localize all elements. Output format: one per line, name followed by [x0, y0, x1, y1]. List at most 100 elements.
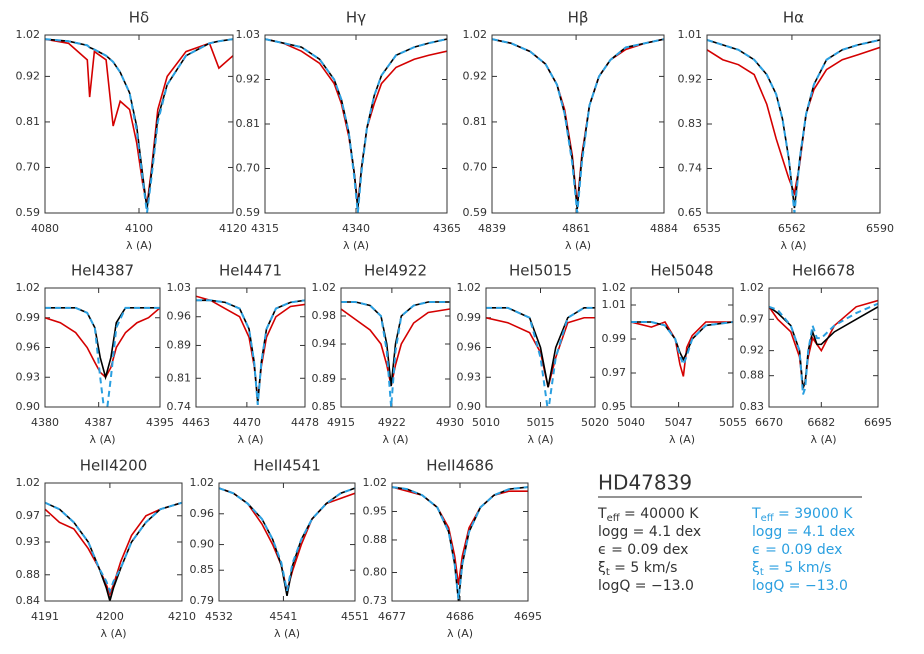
y-tick-label: 0.84	[16, 594, 41, 607]
x-tick-label: 4686	[446, 610, 474, 623]
parameter-line: ϵ = 0.09 dex	[598, 542, 688, 558]
x-tick-label: 6682	[807, 416, 835, 429]
x-tick-label: 4695	[514, 610, 542, 623]
parameter-value: = 5 km/s	[764, 560, 832, 576]
x-axis-label: λ (A)	[274, 627, 300, 640]
y-tick-label: 0.81	[16, 115, 41, 128]
y-tick-label: 0.94	[312, 337, 337, 350]
y-tick-label: 0.99	[16, 311, 41, 324]
x-tick-label: 4922	[378, 416, 406, 429]
y-tick-label: 1.01	[602, 298, 627, 311]
x-tick-label: 4210	[168, 610, 196, 623]
panel: HeI4387 λ (A) 4380 4387 4395 0.90 0.93 0.96 0.99…	[16, 262, 175, 447]
plot-frame	[491, 34, 665, 214]
panel: HeI5015 λ (A) 5010 5015 5020 0.90 0.93 0.96 0.99…	[457, 262, 610, 447]
parameter-line: Teff = 39000 K	[751, 506, 853, 524]
parameter-symbol: T	[751, 506, 761, 522]
y-tick-label: 0.92	[740, 344, 765, 357]
x-axis-label: λ (A)	[669, 433, 695, 446]
y-tick-label: 0.85	[190, 563, 215, 576]
spectrum-line	[486, 316, 595, 388]
x-tick-label: 4395	[146, 416, 174, 429]
spectrum-line	[45, 501, 182, 597]
spectrum-line	[769, 302, 878, 395]
spectrum-line	[45, 306, 160, 407]
x-tick-label: 5047	[665, 416, 693, 429]
parameter-subscript: eff	[607, 513, 621, 524]
y-tick-label: 0.99	[602, 332, 627, 345]
y-tick-label: 0.92	[678, 73, 703, 86]
spectrum-line	[486, 306, 595, 407]
spectrum-line	[492, 38, 664, 205]
parameter-value: = 40000 K	[620, 506, 700, 522]
y-tick-label: 0.96	[190, 507, 215, 520]
x-axis-label: λ (A)	[780, 239, 806, 252]
parameter-line: ξt = 5 km/s	[598, 560, 677, 578]
x-tick-label: 4120	[219, 222, 247, 235]
y-tick-label: 0.96	[16, 341, 41, 354]
parameter-line: logg = 4.1 dex	[598, 524, 701, 540]
parameter-value: = 39000 K	[774, 506, 854, 522]
x-axis-label: λ (A)	[343, 239, 369, 252]
y-tick-label: 1.02	[363, 476, 388, 489]
y-tick-label: 0.59	[463, 206, 488, 219]
x-tick-label: 4861	[562, 222, 590, 235]
x-tick-label: 6562	[778, 222, 806, 235]
x-tick-label: 4100	[125, 222, 153, 235]
x-tick-label: 4884	[650, 222, 678, 235]
y-tick-label: 0.90	[190, 538, 215, 551]
y-tick-label: 0.99	[457, 311, 482, 324]
parameter-subscript: t	[760, 567, 764, 578]
spectrum-line	[265, 38, 447, 205]
x-tick-label: 4532	[205, 610, 233, 623]
spectrum-line	[492, 38, 664, 213]
y-tick-label: 0.93	[16, 535, 41, 548]
y-tick-label: 1.02	[16, 28, 41, 41]
panel: HeI4471 λ (A) 4463 4470 4478 0.74 0.81 0.89 0.96…	[167, 262, 320, 447]
parameter-line: ϵ = 0.09 dex	[752, 542, 842, 558]
parameter-symbol: ξ	[752, 560, 760, 576]
y-tick-label: 1.02	[16, 476, 41, 489]
y-tick-label: 0.89	[167, 338, 192, 351]
y-tick-label: 0.95	[602, 400, 627, 413]
spectrum-line	[341, 301, 450, 407]
y-tick-label: 0.98	[312, 309, 337, 322]
x-tick-label: 4200	[96, 610, 124, 623]
parameter-line: logQ = −13.0	[752, 578, 848, 594]
x-tick-label: 4541	[269, 610, 297, 623]
parameter-line: Teff = 40000 K	[597, 506, 699, 524]
parameter-line: logg = 4.1 dex	[752, 524, 855, 540]
y-tick-label: 0.95	[363, 504, 388, 517]
spectrum-line	[265, 38, 447, 213]
x-tick-label: 4551	[341, 610, 369, 623]
spectrum-line	[45, 38, 233, 209]
spectrum-line	[219, 487, 355, 591]
plot-frame	[218, 482, 356, 602]
spectrum-line	[196, 295, 305, 399]
panel: HeII4686 λ (A) 4677 4686 4695 0.73 0.80 0.88 0.9…	[363, 457, 543, 641]
spectrum-line	[196, 299, 305, 403]
plot-frame	[768, 287, 879, 408]
y-tick-label: 0.90	[457, 400, 482, 413]
y-tick-label: 0.88	[363, 533, 388, 546]
spectrum-line	[219, 487, 355, 597]
x-tick-label: 5055	[719, 416, 747, 429]
x-tick-label: 6695	[864, 416, 892, 429]
x-tick-label: 4478	[291, 416, 319, 429]
spectrum-line	[631, 321, 733, 368]
parameter-line: ξt = 5 km/s	[752, 560, 831, 578]
spectrum-line	[45, 501, 182, 595]
spectrum-line	[392, 486, 528, 585]
spectrum-line	[707, 46, 880, 197]
y-tick-label: 0.97	[16, 509, 41, 522]
spectrum-line	[769, 299, 878, 389]
panel-title: Hγ	[346, 9, 366, 27]
panel: HeI6678 λ (A) 6670 6682 6695 0.83 0.88 0.92 0.97…	[740, 262, 893, 447]
panel-title: HeI5015	[509, 262, 572, 280]
panel-title: HeI4922	[364, 262, 427, 280]
star-name: HD47839	[598, 471, 692, 495]
y-tick-label: 1.02	[16, 281, 41, 294]
y-tick-label: 1.03	[236, 28, 261, 41]
y-tick-label: 0.70	[236, 162, 261, 175]
